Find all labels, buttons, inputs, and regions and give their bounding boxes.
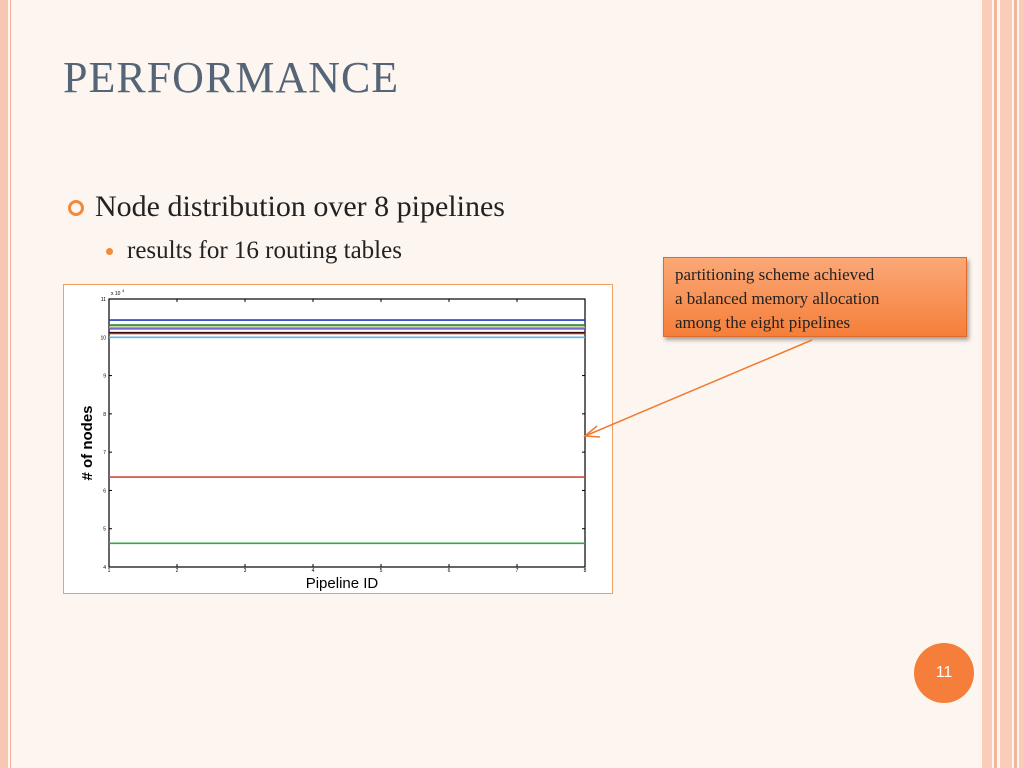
x-tick-label: 7 (516, 568, 519, 574)
x-tick-label: 2 (176, 568, 179, 574)
y-tick-label: 11 (101, 297, 106, 303)
x-tick-label: 6 (448, 568, 451, 574)
left-frame-line (10, 0, 11, 768)
y-tick-label: 10 (100, 335, 106, 341)
x-tick-label: 5 (380, 568, 383, 574)
callout-line: partitioning scheme achieved (675, 265, 875, 284)
y-tick-label: 5 (103, 527, 106, 533)
y-tick-label: 6 (103, 488, 106, 494)
slide-title: PERFORMANCE (63, 53, 400, 102)
bullet-level1-text: Node distribution over 8 pipelines (95, 190, 505, 223)
left-frame-stripe (0, 0, 8, 768)
callout-box: partitioning scheme achieved a balanced … (663, 257, 967, 337)
x-tick-label: 8 (584, 568, 587, 574)
bullet-level1: Node distribution over 8 pipelines (68, 190, 505, 224)
y-tick-label: 7 (103, 450, 106, 456)
x-tick-label: 1 (108, 568, 111, 574)
page-number-badge: 11 (914, 643, 974, 703)
bullet-level2-text: results for 16 routing tables (127, 237, 402, 264)
x-tick-label: 4 (312, 568, 315, 574)
ring-bullet-icon (68, 200, 84, 216)
bullet-level2: results for 16 routing tables (106, 237, 402, 265)
right-frame-stripes (980, 0, 1024, 768)
dot-bullet-icon (106, 247, 113, 255)
x-axis-label: Pipeline ID (306, 575, 379, 592)
y-tick-label: 9 (103, 374, 106, 380)
y-axis-label: # of nodes (79, 405, 96, 480)
y-scale-exponent: 4 (122, 288, 125, 293)
y-tick-label: 8 (103, 412, 106, 418)
x-tick-label: 3 (244, 568, 247, 574)
y-tick-label: 4 (103, 565, 106, 571)
callout-line: a balanced memory allocation (675, 289, 880, 308)
y-scale-label: x 10 (111, 291, 121, 297)
plot-area-frame (108, 298, 586, 568)
callout-line: among the eight pipelines (675, 313, 851, 332)
chart-image: 1 2 3 4 5 6 7 8 4 5 6 7 8 9 10 11 x 10 4 Pipeline ID # of n… (63, 284, 613, 594)
